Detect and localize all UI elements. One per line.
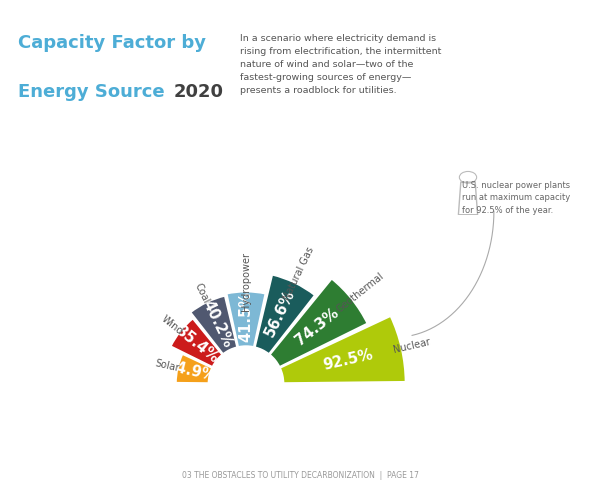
Text: Natural Gas: Natural Gas	[282, 245, 316, 302]
Text: Geothermal: Geothermal	[334, 271, 386, 315]
Text: Solar: Solar	[154, 358, 181, 373]
Text: Energy Source: Energy Source	[18, 83, 164, 101]
Text: Hydropower: Hydropower	[241, 252, 251, 311]
Text: U.S. nuclear power plants
run at maximum capacity
for 92.5% of the year.: U.S. nuclear power plants run at maximum…	[462, 181, 570, 215]
Text: 40.2%: 40.2%	[199, 298, 235, 350]
Text: 74.3%: 74.3%	[293, 305, 342, 348]
Wedge shape	[254, 275, 315, 354]
Text: 56.6%: 56.6%	[262, 287, 298, 339]
Text: 2020: 2020	[174, 83, 224, 101]
Wedge shape	[269, 279, 368, 367]
Text: Nuclear: Nuclear	[392, 337, 431, 355]
Wedge shape	[176, 354, 212, 383]
Wedge shape	[170, 318, 223, 367]
Text: 03 THE OBSTACLES TO UTILITY DECARBONIZATION  |  PAGE 17: 03 THE OBSTACLES TO UTILITY DECARBONIZAT…	[182, 471, 418, 480]
Wedge shape	[190, 296, 238, 354]
Text: Capacity Factor by: Capacity Factor by	[18, 34, 206, 52]
Wedge shape	[280, 316, 406, 383]
Text: Coal: Coal	[193, 281, 211, 305]
Wedge shape	[226, 291, 266, 347]
Text: Wind: Wind	[160, 313, 185, 336]
Text: 41.5%: 41.5%	[238, 291, 253, 342]
Text: 24.9%: 24.9%	[166, 358, 218, 384]
Text: 92.5%: 92.5%	[322, 347, 374, 373]
Text: In a scenario where electricity demand is
rising from electrification, the inter: In a scenario where electricity demand i…	[240, 34, 442, 95]
Text: 35.4%: 35.4%	[172, 323, 221, 366]
